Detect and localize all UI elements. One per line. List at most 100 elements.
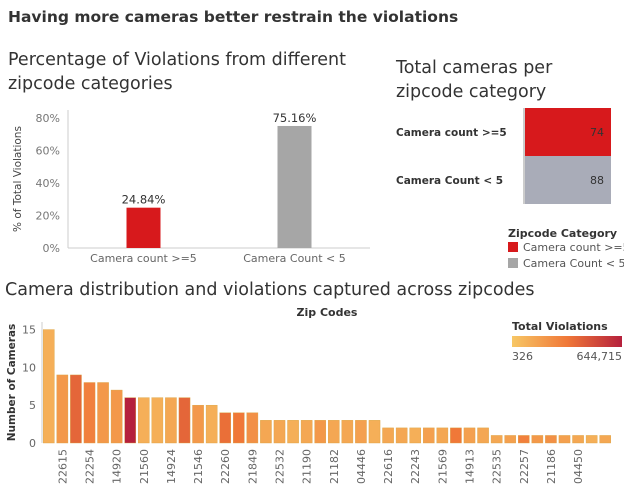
dist-bar xyxy=(341,420,354,444)
dist-x-tick: 21186 xyxy=(545,449,558,484)
pct-y-tick: 40% xyxy=(36,177,60,190)
dist-bar xyxy=(151,397,164,444)
dist-bar xyxy=(165,397,177,444)
pct-y-axis-label: % of Total Violations xyxy=(12,126,24,232)
dist-x-tick: 22616 xyxy=(382,449,395,484)
cameras-chart: Camera count >=5 74 Camera Count < 5 88 xyxy=(396,108,611,204)
legend-label: Camera Count < 5 xyxy=(523,257,624,270)
dist-bar xyxy=(599,435,611,444)
dist-bar xyxy=(233,412,245,444)
dist-chart: Zip Codes Number of Cameras 0 5 10 15 22615 222… xyxy=(6,306,623,484)
dist-bar xyxy=(43,329,55,444)
dist-y-tick: 5 xyxy=(29,399,36,412)
dist-bar xyxy=(463,427,476,444)
dist-bar xyxy=(314,420,326,444)
pct-y-tick: 20% xyxy=(36,210,60,223)
dist-bar xyxy=(110,389,123,444)
dist-x-tick: 22254 xyxy=(84,449,97,484)
dist-bar xyxy=(409,427,421,444)
dist-bar xyxy=(355,420,367,444)
dist-x-tick: 14920 xyxy=(111,449,124,484)
dist-bar xyxy=(97,382,109,444)
dist-bar xyxy=(572,435,584,444)
cameras-cell xyxy=(525,156,611,204)
dist-x-tick: 14913 xyxy=(464,449,477,484)
dist-bar xyxy=(558,435,571,444)
dist-x-tick: 21560 xyxy=(138,449,151,484)
pct-bar-label: 24.84% xyxy=(122,193,166,207)
dist-bar xyxy=(124,397,136,444)
dist-bar xyxy=(56,374,69,444)
pct-y-tick: 80% xyxy=(36,112,60,125)
zipcode-category-legend-title: Zipcode Category xyxy=(508,227,618,240)
dist-y-tick: 10 xyxy=(22,361,36,374)
dist-bar xyxy=(490,435,503,444)
zipcode-category-legend: Camera count >=5 Camera Count < 5 xyxy=(508,241,624,273)
dist-bar xyxy=(205,404,218,444)
legend-entry: Camera count >=5 xyxy=(508,241,624,254)
dist-bar xyxy=(83,382,96,444)
violations-legend-title: Total Violations xyxy=(512,320,608,333)
dist-x-tick: 22257 xyxy=(518,449,531,484)
dist-x-tick: 04450 xyxy=(572,449,585,484)
cameras-cell xyxy=(525,108,611,156)
pct-x-tick: Camera count >=5 xyxy=(90,252,197,265)
dist-x-tick: 22243 xyxy=(409,449,422,484)
pct-y-tick: 0% xyxy=(43,242,60,255)
dist-x-tick: 21546 xyxy=(192,449,205,484)
pct-chart: % of Total Violations 0% 20% 40% 60% 80% 24.84… xyxy=(12,110,370,265)
dist-bar xyxy=(504,435,516,444)
dist-bar xyxy=(368,420,381,444)
dist-x-tick: 22535 xyxy=(491,449,504,484)
dist-x-tick: 04446 xyxy=(355,449,368,484)
cameras-value: 74 xyxy=(590,126,604,139)
dist-y-tick: 15 xyxy=(22,324,36,337)
violations-legend-min: 326 xyxy=(512,350,533,363)
dist-bar xyxy=(477,427,489,444)
dist-bar xyxy=(518,435,530,444)
dist-x-tick: 21182 xyxy=(328,449,341,484)
dist-x-tick: 14924 xyxy=(165,449,178,484)
dist-y-axis-label: Number of Cameras xyxy=(6,324,18,441)
cameras-value: 88 xyxy=(590,174,604,187)
violations-legend-max: 644,715 xyxy=(577,350,623,363)
dist-chart-title: Camera distribution and violations captu… xyxy=(5,280,535,300)
dist-bar xyxy=(382,427,394,444)
dist-x-tick: 22615 xyxy=(56,449,69,484)
dist-x-tick: 22260 xyxy=(219,449,232,484)
pct-bar xyxy=(126,207,161,248)
dist-x-tick: 21190 xyxy=(301,449,314,484)
dist-bar xyxy=(395,427,408,444)
dist-x-tick: 22532 xyxy=(274,449,287,484)
legend-label: Camera count >=5 xyxy=(523,241,624,254)
dist-bar xyxy=(70,374,82,444)
legend-swatch xyxy=(508,242,518,252)
violations-legend-ramp xyxy=(512,336,622,347)
dist-x-tick: 21569 xyxy=(436,449,449,484)
legend-entry: Camera Count < 5 xyxy=(508,257,624,270)
dist-bar xyxy=(300,420,313,444)
dist-bar xyxy=(450,427,462,444)
legend-swatch xyxy=(508,258,518,268)
dist-bar xyxy=(178,397,191,444)
dist-x-tick: 21849 xyxy=(246,449,259,484)
dist-bar xyxy=(219,412,231,444)
pct-bar xyxy=(277,125,312,248)
dist-bar xyxy=(328,420,340,444)
pct-bar-label: 75.16% xyxy=(273,111,317,125)
dist-bar xyxy=(423,427,435,444)
dist-bar xyxy=(545,435,557,444)
dist-bar xyxy=(287,420,299,444)
pct-chart-title: Percentage of Violations from different … xyxy=(8,50,346,94)
dist-bar xyxy=(585,435,598,444)
dist-bar xyxy=(436,427,449,444)
dashboard-title: Having more cameras better restrain the … xyxy=(8,8,459,26)
cameras-row-label: Camera Count < 5 xyxy=(396,175,503,187)
dist-y-tick: 0 xyxy=(29,437,36,450)
dist-bar xyxy=(246,412,259,444)
dist-bar xyxy=(138,397,150,444)
cameras-row-label: Camera count >=5 xyxy=(396,127,507,139)
dist-x-axis-title: Zip Codes xyxy=(297,306,358,319)
dist-bar xyxy=(260,420,272,444)
cameras-chart-title: Total cameras per zipcode category xyxy=(396,58,553,102)
